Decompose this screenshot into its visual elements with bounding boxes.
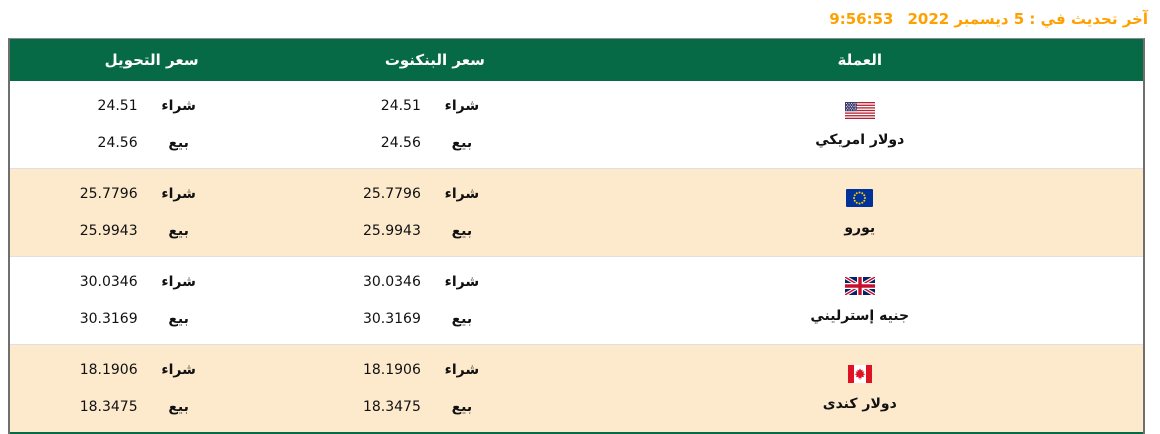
banknote-buy-value: 25.7796 — [362, 186, 421, 203]
canada-flag-icon — [847, 365, 872, 383]
table-row: يورو 25.7796 شراء 25.9943 بيع 25.7796 شر… — [10, 168, 1143, 256]
table-row: جنيه إسترليني 30.0346 شراء 30.3169 بيع 3… — [10, 256, 1143, 344]
buy-label: شراء — [161, 274, 196, 291]
table-header-row: العملة سعر البنكنوت سعر التحويل — [10, 39, 1143, 81]
currency-name: دولار كندى — [822, 396, 897, 412]
header-transfer-price: سعر التحويل — [104, 51, 199, 69]
banknote-sell-value: 24.56 — [380, 134, 421, 151]
sell-label: بيع — [168, 310, 189, 327]
banknote-buy-value: 18.1906 — [362, 362, 421, 379]
banknote-price-cell: 18.1906 شراء 18.3475 بيع — [293, 345, 576, 432]
transfer-price-cell: 30.0346 شراء 30.3169 بيع — [10, 257, 293, 344]
eu-flag-icon — [846, 189, 874, 207]
rates-rows: دولار امريكي 24.51 شراء 24.56 بيع 24.51 … — [10, 81, 1143, 432]
banknote-sell-value: 25.9943 — [362, 222, 421, 239]
banknote-price-cell: 30.0346 شراء 30.3169 بيع — [293, 257, 576, 344]
buy-label: شراء — [161, 362, 196, 379]
buy-label: شراء — [161, 186, 196, 203]
banknote-buy-value: 30.0346 — [362, 274, 421, 291]
banknote-price-cell: 24.51 شراء 24.56 بيع — [293, 81, 576, 168]
transfer-sell-value: 18.3475 — [79, 398, 138, 415]
currency-cell: جنيه إسترليني — [577, 257, 1144, 344]
transfer-buy-value: 24.51 — [97, 98, 138, 115]
buy-label: شراء — [444, 186, 480, 203]
last-updated-bar: آخر تحديث في : 5 ديسمبر 2022 9:56:53 — [0, 0, 1160, 38]
currency-cell: دولار كندى — [577, 345, 1144, 432]
transfer-buy-value: 18.1906 — [79, 362, 138, 379]
transfer-sell-value: 24.56 — [97, 134, 138, 151]
header-banknote-price: سعر البنكنوت — [384, 51, 485, 69]
buy-label: شراء — [444, 274, 480, 291]
header-currency: العملة — [837, 51, 883, 69]
transfer-price-cell: 25.7796 شراء 25.9943 بيع — [10, 169, 293, 256]
banknote-price-cell: 25.7796 شراء 25.9943 بيع — [293, 169, 576, 256]
buy-label: شراء — [444, 98, 480, 115]
table-row: دولار كندى 18.1906 شراء 18.3475 بيع 18.1… — [10, 344, 1143, 432]
us-flag-icon — [844, 101, 875, 119]
currency-cell: يورو — [577, 169, 1144, 256]
currency-name: جنيه إسترليني — [810, 308, 910, 324]
transfer-buy-value: 25.7796 — [79, 186, 138, 203]
banknote-buy-value: 24.51 — [380, 98, 421, 115]
sell-label: بيع — [168, 398, 189, 415]
banknote-sell-value: 18.3475 — [362, 398, 421, 415]
transfer-price-cell: 24.51 شراء 24.56 بيع — [10, 81, 293, 168]
currency-name: يورو — [844, 220, 876, 236]
sell-label: بيع — [168, 222, 189, 239]
buy-label: شراء — [161, 98, 196, 115]
transfer-sell-value: 30.3169 — [79, 310, 138, 327]
sell-label: بيع — [168, 134, 189, 151]
last-updated-time: 9:56:53 — [829, 10, 894, 28]
sell-label: بيع — [451, 134, 473, 151]
sell-label: بيع — [451, 398, 473, 415]
transfer-buy-value: 30.0346 — [79, 274, 138, 291]
last-updated-text: آخر تحديث في : 5 ديسمبر 2022 — [907, 10, 1148, 28]
buy-label: شراء — [444, 362, 480, 379]
table-row: دولار امريكي 24.51 شراء 24.56 بيع 24.51 … — [10, 81, 1143, 168]
rates-table: العملة سعر البنكنوت سعر التحويل دولار ا — [8, 38, 1145, 434]
currency-cell: دولار امريكي — [577, 81, 1144, 168]
sell-label: بيع — [451, 222, 473, 239]
table-footer-bar — [10, 432, 1143, 434]
uk-flag-icon — [844, 277, 875, 295]
currency-name: دولار امريكي — [815, 131, 905, 148]
transfer-sell-value: 25.9943 — [79, 222, 138, 239]
transfer-price-cell: 18.1906 شراء 18.3475 بيع — [10, 345, 293, 432]
banknote-sell-value: 30.3169 — [362, 310, 421, 327]
sell-label: بيع — [451, 310, 473, 327]
